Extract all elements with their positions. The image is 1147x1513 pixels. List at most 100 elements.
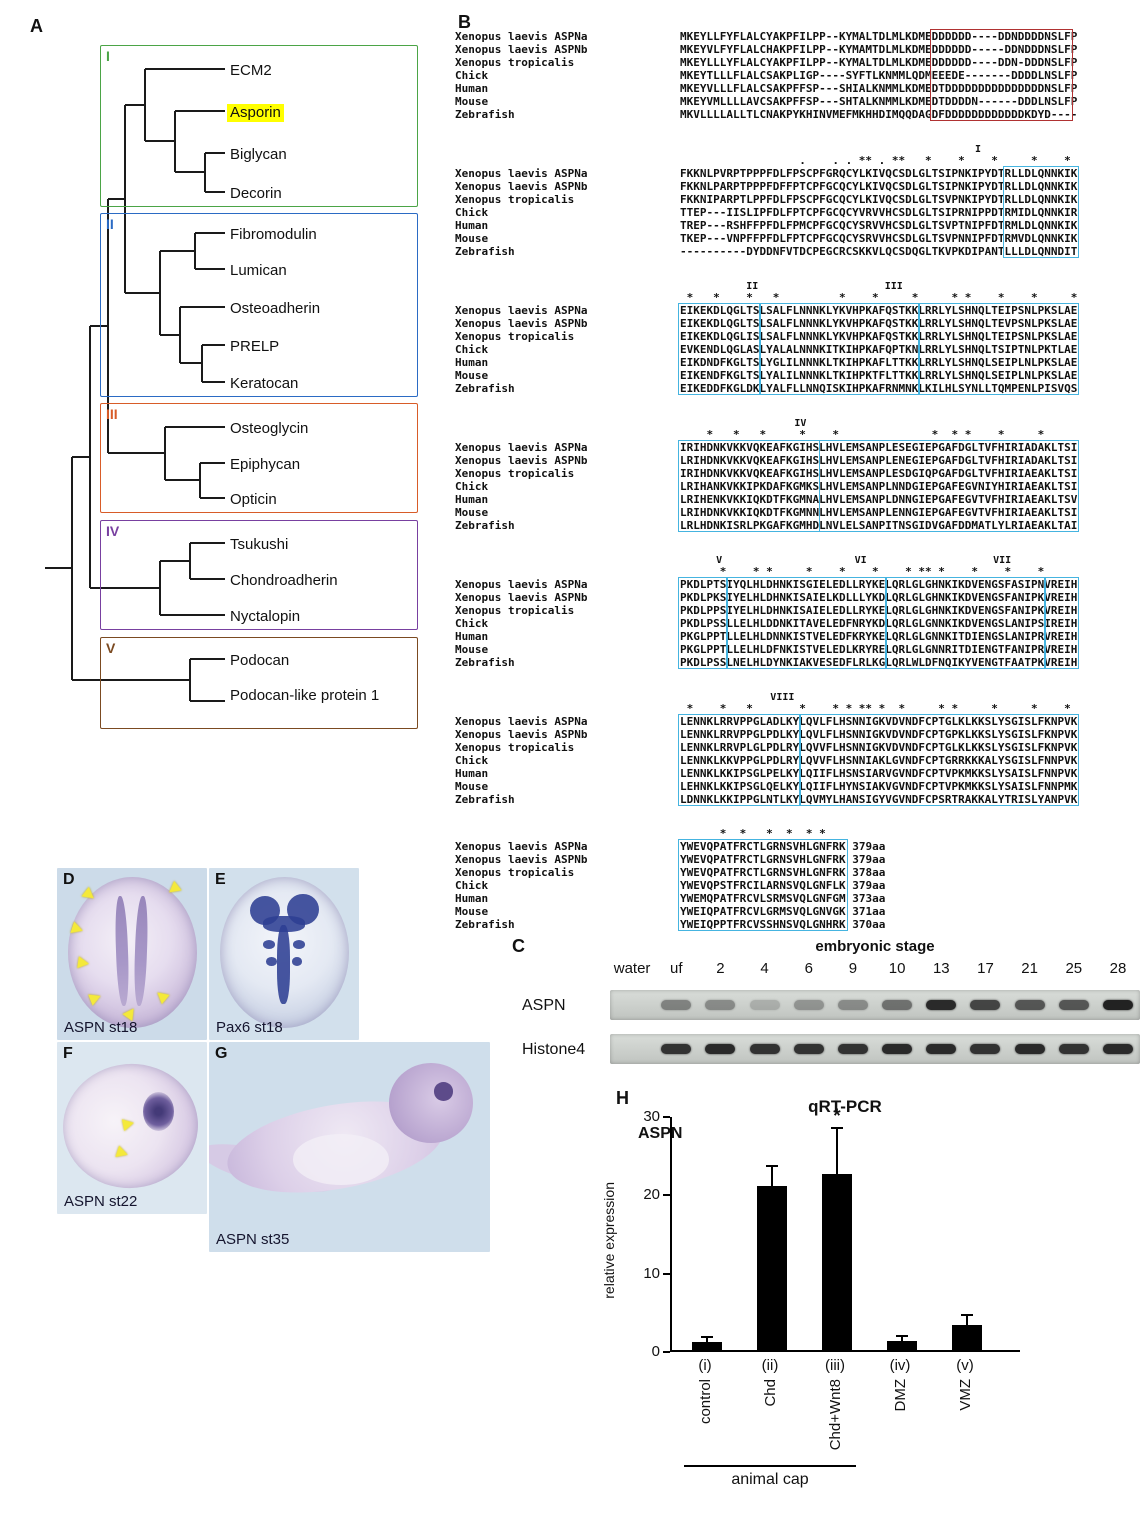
sequence-text: FKKNLPVRPTPPPFDLFPSCPFGRQCYLKIVQCSDLGLTS…: [680, 167, 1078, 180]
sequence-text: YWEVQPSTFRCILARNSVQLGNFLK: [680, 879, 846, 892]
gel-lane-label: 25: [1065, 960, 1083, 977]
lrr-domain-label: I: [975, 144, 982, 155]
sequence-length: 378aa: [845, 866, 886, 879]
alignment-row: Chick LENNKLKKVPPGLPDLRYLQVVFLHSNNIAKLGVN…: [455, 754, 1147, 767]
conservation-marks-row: * * * * * * * * * * * *: [455, 291, 1147, 304]
sequence-text: MKEYVMLLLLAVCSAKPFFSP---SHTALKNMMLKDMEDT…: [680, 95, 1078, 108]
alignment-block: VIII * * * * * * ** * * * * * * * Xenopu…: [455, 690, 1147, 806]
panel-f-caption: ASPN st22: [64, 1193, 138, 1210]
chart-plot: *: [670, 1106, 1020, 1352]
y-axis-tick-label: 20: [643, 1186, 660, 1204]
species-name: Chick: [455, 617, 489, 630]
alignment-row: Mouse TKEP---VNPFFPFDLFPTCPFGCQCYSRVVHCSD…: [455, 232, 1147, 245]
domain-label-row: IV: [455, 416, 1147, 429]
sequence-text: YWEVQPATFRCTLGRNSVHLGNFRK: [680, 840, 846, 853]
chart-title: qRT-PCR: [808, 1097, 882, 1116]
alignment-row: Xenopus laevis ASPNb LRIHDNKVKKVQKEAFKGIH…: [455, 454, 1147, 467]
x-tick-label: (v): [956, 1357, 974, 1374]
error-bar: [771, 1167, 773, 1186]
phylo-group-box: [100, 520, 418, 630]
y-axis-tick: [663, 1272, 670, 1275]
error-bar: [836, 1129, 838, 1174]
alignment-row: Xenopus laevis ASPNa YWEVQPATFRCTLGRNSVHL…: [455, 840, 1147, 853]
species-name: Xenopus tropicalis: [455, 56, 575, 69]
y-axis-tick-label: 30: [643, 1108, 660, 1125]
alignment-row: Mouse LEHNKLKKIPSGLQELKYLQIIFLHYNSIAKVGVN…: [455, 780, 1147, 793]
phylo-taxon-label: Podocan-like protein 1: [230, 687, 380, 704]
gel-row-label-0: ASPN: [522, 997, 566, 1014]
sequence-text: TREP---RSHFFPFDLFPMCPFGCQCYSRVVHCSDLGLTS…: [680, 219, 1078, 232]
gel-lane-label: 28: [1109, 960, 1127, 977]
panel-b-letter: B: [458, 12, 471, 32]
species-name: Human: [455, 767, 489, 780]
phylo-taxon-label: Tsukushi: [230, 536, 289, 553]
phylo-taxon-label: Biglycan: [230, 146, 287, 163]
bar: [822, 1173, 852, 1350]
species-name: Xenopus laevis ASPNb: [455, 180, 588, 193]
conservation-marks-row: . . . ** . ** * * * * *: [455, 154, 1147, 167]
conservation-marks-row: * * * * * *: [455, 827, 1147, 840]
gel-band: [837, 1044, 868, 1054]
embryo-body: [67, 876, 197, 1028]
sequence-text: TTEP---IISLIPFDLFPTCPFGCQCYVRVVHCSDLGLTS…: [680, 206, 1078, 219]
y-axis-tick: [663, 1351, 670, 1353]
sequence-text: IRIHDNKVKKVQKEAFKGIHSLHVLEMSANPLESEGIEPG…: [680, 441, 1078, 454]
x-tick-label: (ii): [761, 1357, 779, 1374]
species-name: Zebrafish: [455, 918, 515, 931]
alignment-blocks: Xenopus laevis ASPNa MKEYLLFYFLALCYAKPFIL…: [455, 29, 1147, 931]
species-name: Mouse: [455, 369, 489, 382]
alignment-row: Xenopus laevis ASPNa PKDLPTSIYQLHLDHNKISG…: [455, 578, 1147, 591]
species-name: Zebrafish: [455, 793, 515, 806]
embryo-tailbud-lateral: [57, 1042, 207, 1214]
alignment-row: Xenopus laevis ASPNa FKKNLPVRPTPPPFDLFPSC…: [455, 167, 1147, 180]
phylo-taxon-label: Asporin: [227, 104, 284, 122]
phylo-group-box: [100, 213, 418, 397]
conservation-marks: * * * * * * * * * * * *: [680, 291, 1078, 304]
gel-title: embryonic stage: [815, 938, 935, 955]
species-name: Human: [455, 892, 489, 905]
bar: [757, 1185, 787, 1350]
panel-d-letter: D: [63, 871, 75, 888]
lrr-domain-label: III: [884, 281, 903, 292]
alignment-row: Human LRIHENKVKKIQKDTFKGMNALHVLEMSANPLDNN…: [455, 493, 1147, 506]
gel-lane-label: 2: [716, 960, 725, 977]
tadpole-belly: [293, 1134, 389, 1185]
alignment-row: Zebrafish LRLHDNKISRLPKGAFKGMHDLNVLELSANP…: [455, 519, 1147, 532]
sequence-text: LENNKLKKVPPGLPDLRYLQVVFLHSNNIAKLGVNDFCPT…: [680, 754, 1078, 767]
panel-f-image: F ASPN st22: [57, 1042, 207, 1214]
sequence-text: YWEVQPATFRCTLGRNSVHLGNFRK: [680, 853, 846, 866]
sequence-text: PKDLPSSLNELHLDYNKIAKVESEDFLRLKGLQRLWLDFN…: [680, 656, 1078, 669]
alignment-row: Xenopus tropicalis IRIHDNKVKKVQKEAFKGIHSL…: [455, 467, 1147, 480]
alignment-row: Zebrafish MKVLLLLALLTLCNAKPYKHINVMEFMKHHD…: [455, 108, 1147, 121]
sequence-text: YWEVQPATFRCTLGRNSVHLGNFRK: [680, 866, 846, 879]
sequence-text: LRIHENKVKKIQKDTFKGMNALHVLEMSANPLDNNGIEPG…: [680, 493, 1078, 506]
species-name: Xenopus tropicalis: [455, 467, 575, 480]
tadpole-eye: [433, 1081, 454, 1101]
gel-band: [1058, 1000, 1089, 1010]
alignment-row: Xenopus tropicalis FKKNIPARPTLPPFDLFPSCPF…: [455, 193, 1147, 206]
stain-stripe: [266, 957, 277, 967]
significance-asterisk: *: [833, 1106, 841, 1128]
arrowhead-icon: [153, 987, 170, 1005]
sequence-text: PKDLPKSIYELHLDHNKISAIELKDLLLYKDLQRLGLGHN…: [680, 591, 1078, 604]
error-bar: [901, 1337, 903, 1341]
gel-band: [661, 1044, 692, 1054]
sequence-text: LRIHDNKVKKVQKEAFKGIHSLHVLEMSANPLENEGIEPG…: [680, 454, 1078, 467]
arrowhead-icon: [88, 990, 103, 1006]
bar: [952, 1324, 982, 1350]
sequence-text: EIKEDDFKGLDKLYALFLLNNQISKIHPKAFRNMNKLKIL…: [680, 382, 1078, 395]
panel-c-letter: C: [512, 936, 525, 956]
phylo-taxon-label: Fibromodulin: [230, 226, 317, 243]
alignment-row: Mouse EIKENDFKGLTSLYALILNNNKLTKIHPKTFLTTK…: [455, 369, 1147, 382]
sequence-text: PKDLPPSIYELHLDHNKISAIELEDLLRYKELQRLGLGHN…: [680, 604, 1078, 617]
species-name: Mouse: [455, 95, 489, 108]
gel-band: [1014, 1000, 1045, 1010]
alignment-row: Mouse PKGLPPTLLELHLDFNKISTVELEDLKRYRELQRL…: [455, 643, 1147, 656]
sequence-length: 371aa: [845, 905, 886, 918]
gel-band: [926, 1044, 957, 1054]
gel-band: [793, 1000, 824, 1010]
alignment-row: Xenopus laevis ASPNb EIKEKDLQGLTSLSALFLNN…: [455, 317, 1147, 330]
alignment-block: IV * * * * * * * * * * Xenopus laevis AS…: [455, 416, 1147, 532]
alignment-block: II III * * * * * * * * * * * * Xenopus lae…: [455, 279, 1147, 395]
alignment-row: Human MKEYVLLLFLALCSAKPFFSP---SHIALKNMMLK…: [455, 82, 1147, 95]
